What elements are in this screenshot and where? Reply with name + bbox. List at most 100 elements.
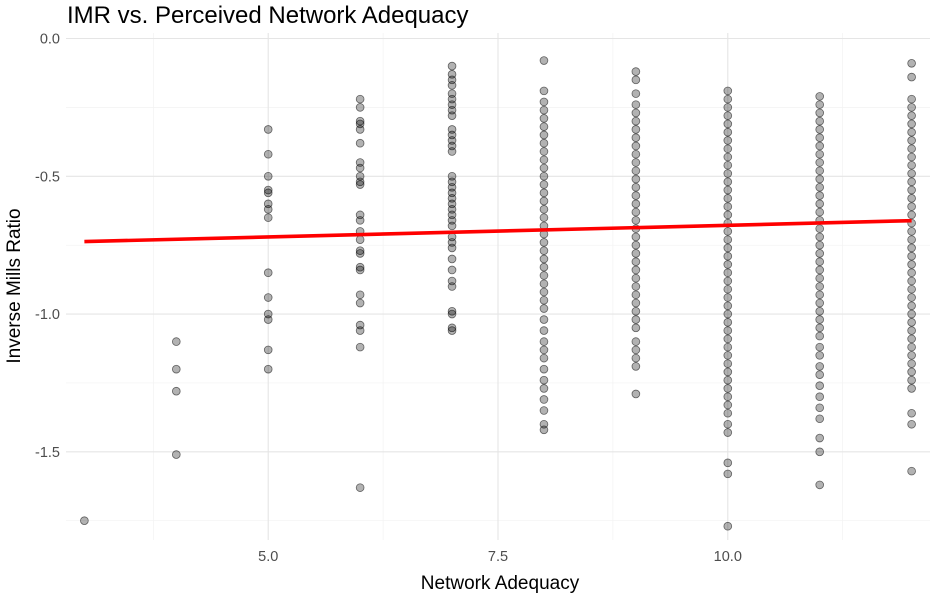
data-point [539, 56, 549, 65]
y-axis-title: Inverse Mills Ratio [4, 208, 25, 363]
data-point [723, 103, 733, 112]
data-point [723, 94, 733, 104]
data-point [539, 171, 549, 181]
data-point [539, 196, 549, 206]
data-point [815, 351, 825, 360]
data-point [723, 359, 733, 368]
data-point [723, 293, 733, 302]
data-point [723, 384, 733, 393]
data-point [539, 138, 549, 148]
data-point [723, 301, 733, 311]
data-point [907, 177, 916, 187]
data-point [263, 205, 273, 214]
data-point [815, 315, 825, 324]
data-point [539, 97, 549, 107]
data-point [907, 251, 916, 261]
data-point [631, 362, 641, 371]
data-point [263, 185, 273, 195]
data-point [815, 273, 825, 283]
data-point [815, 224, 825, 233]
data-point [447, 147, 457, 156]
data-point [539, 395, 549, 404]
data-point [539, 213, 549, 222]
data-point [631, 265, 641, 275]
data-point [631, 100, 641, 109]
data-point [723, 392, 733, 402]
data-point [631, 389, 641, 399]
data-point [815, 265, 825, 275]
data-point [263, 293, 273, 302]
data-point [815, 381, 825, 390]
data-point [723, 334, 733, 344]
data-point [723, 260, 733, 269]
data-point [539, 287, 549, 297]
x-tick-label: 10.0 [714, 549, 742, 565]
data-point [631, 232, 641, 242]
data-point [907, 375, 916, 385]
data-point [539, 295, 549, 305]
x-axis-title: Network Adequacy [421, 573, 580, 594]
data-point [815, 116, 825, 126]
data-point [631, 133, 641, 143]
data-point [355, 125, 365, 134]
data-point [815, 133, 825, 143]
data-point [907, 309, 916, 319]
data-point [539, 364, 549, 374]
data-point [907, 342, 916, 352]
data-point [907, 408, 916, 418]
data-point [907, 127, 916, 137]
data-point [539, 406, 549, 415]
data-point [815, 100, 825, 109]
data-point [907, 72, 916, 82]
data-point [447, 323, 457, 333]
data-point [539, 326, 549, 335]
x-axis-ticks: 5.0 7.5 10.0 [258, 549, 742, 565]
data-point [539, 122, 549, 131]
data-point [447, 243, 457, 253]
data-point [631, 315, 641, 324]
data-point [631, 166, 641, 176]
data-point [907, 59, 916, 68]
data-point [907, 293, 916, 302]
data-point [539, 105, 549, 115]
y-tick-label: 0.0 [40, 32, 60, 48]
data-point [723, 342, 733, 352]
data-point [723, 268, 733, 278]
data-point [355, 216, 365, 225]
data-point [631, 257, 641, 267]
data-point [355, 265, 365, 275]
y-tick-label: -0.5 [35, 169, 60, 185]
data-point [355, 246, 365, 255]
data-point [815, 240, 825, 250]
data-point [539, 205, 549, 214]
data-point [631, 353, 641, 363]
data-point [907, 160, 916, 170]
data-point [631, 158, 641, 167]
data-point [815, 282, 825, 291]
data-point [907, 419, 916, 429]
data-point [539, 180, 549, 189]
data-point [815, 342, 825, 352]
data-point [355, 138, 365, 148]
data-point [447, 254, 457, 264]
data-point [815, 92, 825, 101]
data-point [815, 290, 825, 300]
data-point [723, 144, 733, 154]
data-point [263, 345, 273, 355]
data-point [539, 147, 549, 156]
data-point [631, 282, 641, 291]
data-point [631, 337, 641, 346]
data-point [539, 86, 549, 96]
data-point [723, 127, 733, 137]
data-point [723, 309, 733, 319]
data-point [539, 271, 549, 280]
data-point [815, 183, 825, 192]
data-point [907, 301, 916, 311]
data-point [355, 342, 365, 352]
data-point [723, 521, 733, 531]
data-point [263, 315, 273, 324]
data-point [723, 160, 733, 170]
data-point [631, 216, 641, 225]
data-point [171, 386, 181, 396]
data-point [723, 351, 733, 360]
